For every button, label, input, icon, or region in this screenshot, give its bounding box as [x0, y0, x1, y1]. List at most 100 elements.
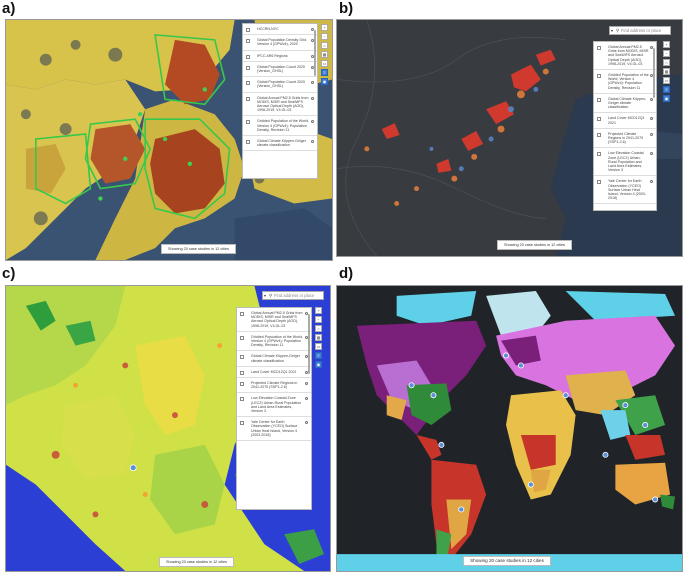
drag-handle-icon[interactable]	[597, 152, 601, 157]
home-button[interactable]: ⌂	[315, 325, 322, 332]
panel-b-map-view[interactable]: ▾ ⚲ Find address or place Global Annual …	[336, 19, 683, 257]
visibility-icon[interactable]	[650, 132, 653, 136]
legend-button[interactable]: ◉	[321, 78, 328, 85]
layer-item[interactable]: Yale Center for Earth Observation (YCEO)…	[594, 176, 656, 205]
zoom-in-button[interactable]: +	[321, 24, 328, 31]
drag-handle-icon[interactable]	[597, 117, 601, 122]
drag-handle-icon[interactable]	[240, 335, 244, 340]
drag-handle-icon[interactable]	[246, 120, 250, 125]
address-search-box[interactable]: ▾ ⚲ Find address or place	[609, 26, 671, 35]
print-button[interactable]: ▭	[663, 77, 670, 84]
layer-item[interactable]: HCCRN-NYC	[243, 24, 317, 36]
visibility-icon[interactable]	[311, 140, 314, 144]
case-studies-status: Showing 20 case studies in 12 cities	[497, 240, 572, 250]
visibility-icon[interactable]	[650, 152, 653, 156]
print-button[interactable]: ▭	[321, 60, 328, 67]
visibility-icon[interactable]	[311, 96, 314, 100]
visibility-icon[interactable]	[305, 370, 308, 374]
chevron-down-icon[interactable]: ▾	[264, 293, 267, 298]
visibility-icon[interactable]	[305, 335, 308, 339]
visibility-icon[interactable]	[305, 421, 308, 425]
drag-handle-icon[interactable]	[246, 39, 250, 44]
layers-button[interactable]: ≡	[315, 352, 322, 359]
zoom-out-button[interactable]: −	[321, 33, 328, 40]
layer-item[interactable]: Projected Climate Regions in 2041-2070 (…	[237, 378, 311, 394]
layer-item[interactable]: Yale Center for Earth Observation (YCEO)…	[237, 417, 311, 442]
layer-item[interactable]: Global Annual PM2.5 Grids from MODIS, MI…	[243, 93, 317, 117]
drag-handle-icon[interactable]	[240, 355, 244, 360]
drag-handle-icon[interactable]	[597, 46, 601, 50]
visibility-icon[interactable]	[311, 65, 314, 69]
drag-handle-icon[interactable]	[240, 421, 244, 426]
drag-handle-icon[interactable]	[246, 65, 250, 70]
home-button[interactable]: ⌂	[321, 42, 328, 49]
drag-handle-icon[interactable]	[246, 28, 250, 32]
visibility-icon[interactable]	[305, 397, 308, 401]
layer-item[interactable]: Projected Climate Regions in 2041-2070 (…	[594, 129, 656, 149]
drag-handle-icon[interactable]	[246, 81, 250, 86]
visibility-icon[interactable]	[650, 117, 653, 121]
chevron-down-icon[interactable]: ▾	[611, 28, 614, 33]
drag-handle-icon[interactable]	[240, 370, 244, 375]
visibility-icon[interactable]	[650, 46, 653, 49]
drag-handle-icon[interactable]	[597, 180, 601, 185]
basemap-button[interactable]: ▦	[321, 51, 328, 58]
visibility-icon[interactable]	[305, 382, 308, 386]
drag-handle-icon[interactable]	[246, 96, 250, 101]
zoom-out-button[interactable]: −	[315, 316, 322, 323]
zoom-in-button[interactable]: +	[663, 41, 670, 48]
visibility-icon[interactable]	[311, 28, 314, 31]
print-button[interactable]: ▭	[315, 343, 322, 350]
layer-item[interactable]: Land Cover MCD12Q1 2021	[237, 367, 311, 379]
visibility-icon[interactable]	[305, 355, 308, 359]
scrollbar[interactable]	[314, 30, 316, 77]
layer-item[interactable]: Global Annual PM2.5 Grids from MODIS, MI…	[237, 308, 311, 332]
legend-button[interactable]: ◉	[315, 361, 322, 368]
panel-a-map-view[interactable]: HCCRN-NYC Global Population Density Grid…	[5, 19, 333, 261]
visibility-icon[interactable]	[305, 312, 308, 315]
layer-item[interactable]: Global Population Count 2020 (Version_GH…	[243, 62, 317, 78]
home-button[interactable]: ⌂	[663, 59, 670, 66]
drag-handle-icon[interactable]	[597, 74, 601, 79]
zoom-out-button[interactable]: −	[663, 50, 670, 57]
layer-item[interactable]: IPCC AR6 Regions	[243, 51, 317, 62]
visibility-icon[interactable]	[650, 180, 653, 184]
panel-c-map-view[interactable]: ▾ ⚲ Find address or place Global Annual …	[5, 285, 331, 572]
layer-item[interactable]: Global Climate Köppen-Geiger climate cla…	[594, 94, 656, 114]
visibility-icon[interactable]	[311, 81, 314, 85]
address-search-box[interactable]: ▾ ⚲ Find address or place	[262, 291, 324, 300]
drag-handle-icon[interactable]	[597, 132, 601, 137]
drag-handle-icon[interactable]	[597, 97, 601, 102]
layer-item[interactable]: Land Cover MCD12Q1 2021	[594, 113, 656, 129]
scrollbar[interactable]	[653, 48, 655, 99]
zoom-in-button[interactable]: +	[315, 307, 322, 314]
drag-handle-icon[interactable]	[240, 397, 244, 402]
layer-item[interactable]: Gridded Population of the World, Version…	[237, 332, 311, 352]
drag-handle-icon[interactable]	[246, 140, 250, 145]
world-climate-classification-map[interactable]	[337, 286, 682, 571]
layer-item[interactable]: Gridded Population of the World, Version…	[243, 116, 317, 137]
layer-item[interactable]: Global Climate Köppen-Geiger climate cla…	[243, 136, 317, 152]
layer-item[interactable]: Global Climate Köppen-Geiger climate cla…	[237, 351, 311, 367]
visibility-icon[interactable]	[311, 120, 314, 124]
legend-button[interactable]: ◉	[663, 95, 670, 102]
visibility-icon[interactable]	[650, 97, 653, 101]
visibility-icon[interactable]	[311, 39, 314, 43]
visibility-icon[interactable]	[311, 54, 314, 58]
scrollbar[interactable]	[308, 314, 310, 375]
layer-item[interactable]: Global Population Count 2020 (Version_GH…	[243, 77, 317, 93]
layer-item[interactable]: Global Population Density Grid, Version …	[243, 35, 317, 51]
layers-button[interactable]: ≡	[663, 86, 670, 93]
drag-handle-icon[interactable]	[240, 382, 244, 387]
visibility-icon[interactable]	[650, 74, 653, 78]
layers-button[interactable]: ≡	[321, 69, 328, 76]
drag-handle-icon[interactable]	[240, 312, 244, 316]
layer-item[interactable]: Low Elevation Coastal Zone (LECZ) Urban-…	[594, 148, 656, 177]
layer-item[interactable]: Global Annual PM2.5 Grids from MODIS, MI…	[594, 42, 656, 71]
drag-handle-icon[interactable]	[246, 54, 250, 59]
layer-item[interactable]: Gridded Population of the World, Version…	[594, 70, 656, 94]
panel-d-map-view[interactable]: Showing 20 case studies in 12 cities	[336, 285, 683, 572]
layer-item[interactable]: Low Elevation Coastal Zone (LECZ) Urban-…	[237, 393, 311, 418]
basemap-button[interactable]: ▦	[315, 334, 322, 341]
basemap-button[interactable]: ▦	[663, 68, 670, 75]
